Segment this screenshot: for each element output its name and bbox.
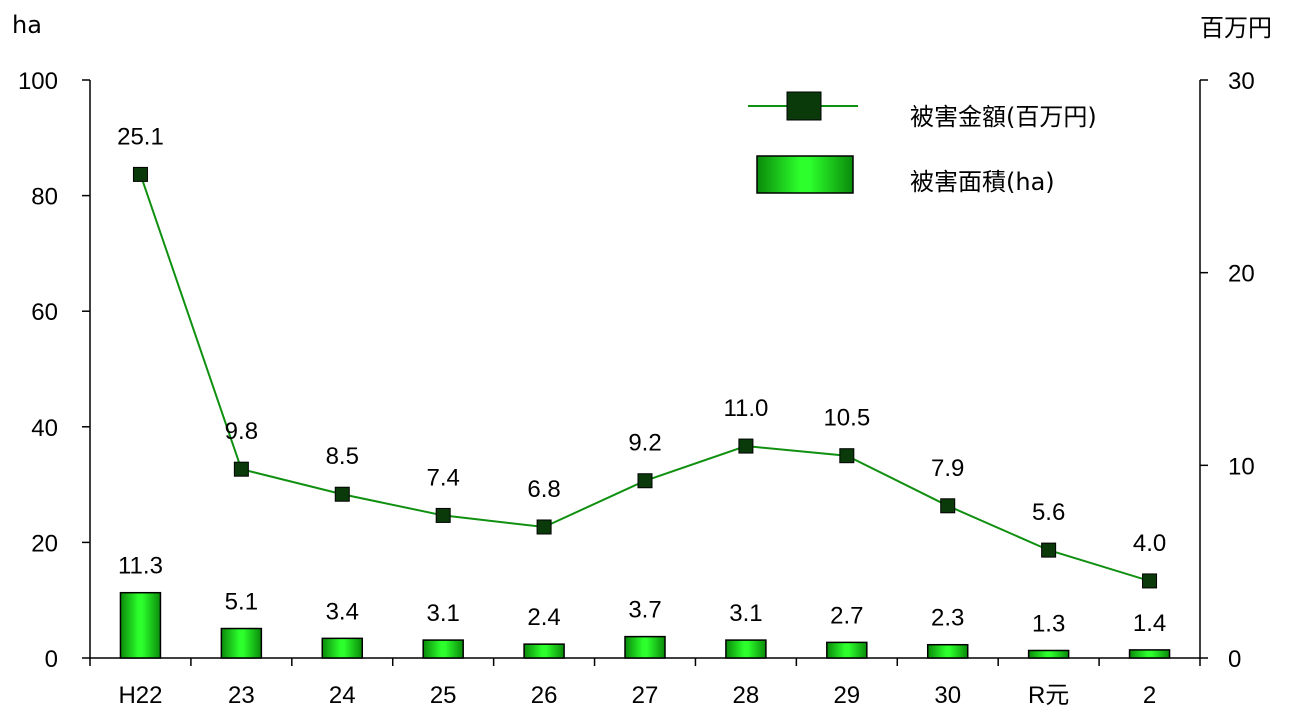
bar-value-label: 1.3 (1032, 610, 1065, 637)
bar-value-label: 2.4 (527, 604, 560, 631)
line-marker (940, 498, 956, 514)
bar (422, 639, 464, 659)
line-value-label: 11.0 (723, 395, 768, 422)
bar-value-label: 3.1 (729, 600, 762, 627)
right-axis-ticks: 0 10 20 30 (1200, 68, 1255, 673)
line-series (132, 166, 1158, 589)
line-value-label: 7.4 (426, 464, 459, 491)
bar-value-label: 1.4 (1133, 610, 1166, 637)
legend-line-label: 被害金額(百万円) (910, 103, 1097, 131)
line-marker (1142, 573, 1158, 589)
left-tick-label: 100 (18, 68, 58, 95)
bar-value-label: 3.4 (326, 598, 359, 625)
legend-bar-swatch (756, 155, 854, 194)
line-marker (334, 486, 350, 502)
x-axis-ticks: H22 23 24 25 26 27 28 29 30 R元 2 (89, 658, 1201, 709)
right-tick-label: 0 (1228, 646, 1241, 673)
right-tick-label: 10 (1228, 453, 1255, 480)
x-category-label: 26 (531, 682, 558, 709)
bar (926, 643, 969, 659)
bar (1027, 649, 1070, 659)
line-marker (1041, 542, 1057, 558)
right-tick-label: 30 (1228, 68, 1255, 95)
x-category-label: 30 (934, 682, 961, 709)
bar-value-label: 2.7 (830, 602, 863, 629)
x-category-label: 24 (329, 682, 356, 709)
left-tick-label: 20 (31, 530, 58, 557)
legend-line-marker (786, 91, 822, 121)
bar (624, 635, 666, 659)
right-axis-unit-label: 百万円 (1200, 14, 1272, 42)
x-category-label: 2 (1143, 682, 1156, 709)
right-tick-label: 20 (1228, 261, 1255, 288)
left-axis-ticks: 0 20 40 60 80 100 (18, 68, 90, 673)
line-marker (536, 519, 552, 535)
line-marker (233, 461, 249, 477)
line-value-label: 9.2 (628, 430, 661, 457)
bar (826, 641, 868, 659)
line-value-label: 5.6 (1032, 499, 1065, 526)
bar-value-label: 5.1 (225, 589, 258, 616)
line-value-label: 7.9 (931, 455, 964, 482)
line-marker (435, 507, 451, 523)
bar (523, 643, 565, 659)
x-category-label: 28 (733, 682, 760, 709)
bar (1128, 649, 1171, 659)
left-tick-label: 0 (45, 646, 58, 673)
left-tick-label: 40 (31, 415, 58, 442)
line-value-label: 9.8 (225, 418, 258, 445)
bar (220, 627, 263, 659)
bar-value-labels: 11.3 5.1 3.4 3.1 2.4 3.7 3.1 2.7 2.3 1.3 1.4 (118, 553, 1166, 638)
line-value-label: 4.0 (1133, 530, 1166, 557)
line-marker (132, 166, 148, 182)
x-category-label: 27 (632, 682, 659, 709)
bar-series (119, 591, 1171, 659)
line-marker (637, 473, 653, 489)
x-category-label: R元 (1028, 682, 1069, 709)
x-category-label: 25 (430, 682, 457, 709)
bar-value-label: 11.3 (118, 553, 163, 580)
left-tick-label: 60 (31, 299, 58, 326)
legend: 被害金額(百万円) 被害面積(ha) (748, 91, 1097, 196)
left-tick-label: 80 (31, 184, 58, 211)
x-category-label: H22 (118, 682, 162, 709)
bar-value-label: 3.7 (628, 597, 661, 624)
line-value-label: 6.8 (527, 476, 560, 503)
legend-bar-label: 被害面積(ha) (910, 168, 1055, 196)
line-value-label: 25.1 (117, 123, 164, 150)
x-category-label: 29 (833, 682, 860, 709)
bar (725, 639, 767, 659)
bar (119, 591, 162, 659)
bar (321, 637, 364, 659)
line-value-label: 10.5 (823, 405, 870, 432)
x-category-label: 23 (228, 682, 255, 709)
left-axis-unit-label: ha (12, 11, 42, 39)
line-value-labels: 25.1 9.8 8.5 7.4 6.8 9.2 11.0 10.5 7.9 5.6 4.0 (117, 123, 1166, 557)
line-value-label: 8.5 (326, 443, 359, 470)
bar-value-label: 3.1 (426, 600, 459, 627)
line-path (139, 174, 1150, 582)
line-marker (738, 438, 754, 454)
bar-value-label: 2.3 (931, 605, 964, 632)
line-marker (839, 448, 855, 464)
